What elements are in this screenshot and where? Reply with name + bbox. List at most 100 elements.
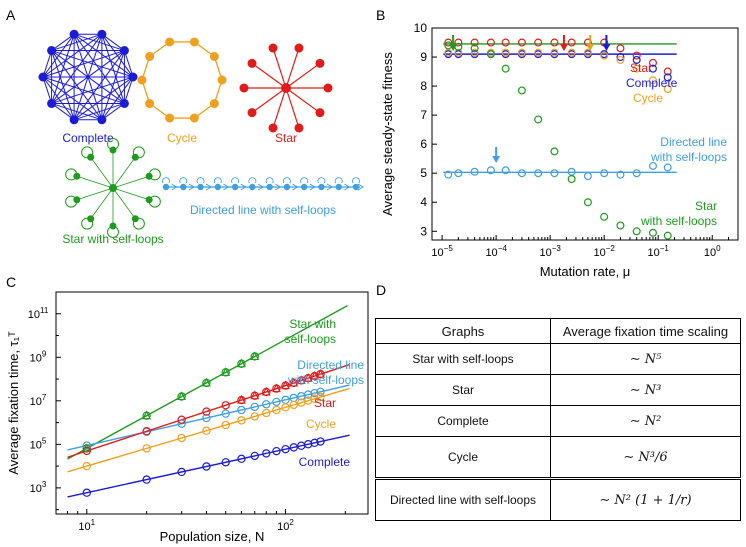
node (294, 123, 304, 133)
tick-exponent: −2 (606, 244, 616, 253)
node (189, 37, 199, 47)
data-point (82, 441, 91, 450)
table-row: Star ∼ N³ (375, 374, 741, 406)
fit-line (67, 434, 350, 498)
tick-exponent: 2 (289, 518, 294, 527)
table-cell-graph: Cycle (375, 436, 551, 479)
table-header-scaling: Average fixation time scaling (550, 318, 741, 344)
y-tick-label: 105 (30, 436, 47, 451)
data-point (616, 44, 625, 53)
legend-line: Directed line (297, 358, 364, 372)
b-legend-complete: Complete (626, 76, 678, 90)
arrow-head (171, 183, 178, 191)
data-point (177, 467, 186, 477)
edge (101, 33, 125, 51)
data-point (262, 449, 271, 458)
data-triangle (303, 372, 313, 382)
edge (272, 87, 287, 129)
data-triangle (177, 391, 186, 401)
fit-line (67, 384, 350, 451)
arrow-head (292, 183, 299, 191)
data-point (567, 38, 576, 47)
node (69, 115, 79, 125)
table-cell-graph: Directed line with self-loops (375, 477, 551, 521)
edge (272, 47, 287, 89)
b-legend-star-loops: Star with self-loops (640, 199, 717, 228)
node (73, 196, 81, 204)
tick-exponent: 9 (42, 349, 47, 358)
label-cycle: Cycle (167, 131, 197, 145)
data-point (616, 55, 625, 64)
self-loop (352, 177, 360, 184)
table-cell-scaling: ∼ N² (1 + 1/r) (550, 477, 741, 521)
legend-line: with self-loops (650, 150, 727, 164)
x-tick-label: 102 (277, 518, 294, 533)
data-point (310, 438, 319, 448)
data-triangle (221, 367, 231, 376)
node (97, 115, 107, 125)
edge (42, 33, 103, 78)
data-point (632, 169, 641, 178)
x-tick-label: 10−2 (593, 244, 615, 259)
panel-c-fit-lines (67, 305, 350, 498)
data-point (534, 115, 543, 124)
hub-node (281, 83, 291, 93)
node (162, 183, 170, 191)
x-tick-label: 101 (78, 518, 95, 533)
edge (51, 50, 134, 78)
c-xlabel: Population size, N (160, 529, 265, 544)
data-point (237, 405, 246, 415)
y-tick-label: 6 (420, 137, 427, 151)
b-ylabel: Average steady-state fitness (380, 52, 395, 216)
data-point (221, 409, 230, 418)
x-tick-label: 10−3 (539, 244, 561, 259)
fixation-time-table: Graphs Average fixation time scaling Sta… (375, 318, 741, 521)
node (109, 146, 117, 154)
x-tick-label: 10−1 (648, 244, 670, 259)
tick-base: 10 (648, 247, 660, 259)
data-point (648, 228, 657, 237)
data-triangle (237, 358, 246, 368)
data-point (202, 407, 211, 416)
data-point (82, 446, 91, 456)
legend-line: Star with (289, 317, 336, 331)
self-loop (132, 146, 145, 159)
table-row: Complete ∼ N² (375, 405, 741, 437)
node (87, 153, 95, 161)
edge (73, 76, 134, 121)
data-point (142, 475, 151, 484)
node (335, 183, 342, 191)
edge (285, 87, 300, 129)
tick-base: 10 (30, 352, 42, 364)
edge (73, 33, 125, 104)
label-complete: Complete (62, 131, 114, 145)
data-point (310, 388, 319, 398)
tick-base: 10 (78, 521, 90, 533)
self-loop (300, 177, 309, 184)
data-point (470, 44, 479, 53)
node (315, 108, 325, 118)
data-point (567, 175, 576, 184)
tick-exponent: −4 (498, 244, 508, 253)
node (119, 46, 129, 56)
self-loop (334, 177, 343, 184)
arrow-head (309, 183, 316, 191)
tick-exponent: 5 (42, 436, 47, 445)
arrow-head (492, 156, 501, 163)
node (268, 43, 278, 53)
panel-c-markers (82, 351, 325, 497)
data-point (632, 55, 641, 64)
data-point (600, 212, 609, 221)
table-cell-graph: Star (375, 374, 551, 406)
edge (101, 34, 125, 104)
data-point (250, 402, 259, 412)
tick-base: 10 (28, 309, 40, 321)
data-point (250, 451, 259, 461)
tick-base: 10 (593, 247, 605, 259)
plot-frame-b (431, 27, 739, 241)
data-point (310, 394, 319, 403)
node (47, 98, 57, 108)
data-point (550, 48, 559, 57)
data-point (82, 461, 91, 471)
